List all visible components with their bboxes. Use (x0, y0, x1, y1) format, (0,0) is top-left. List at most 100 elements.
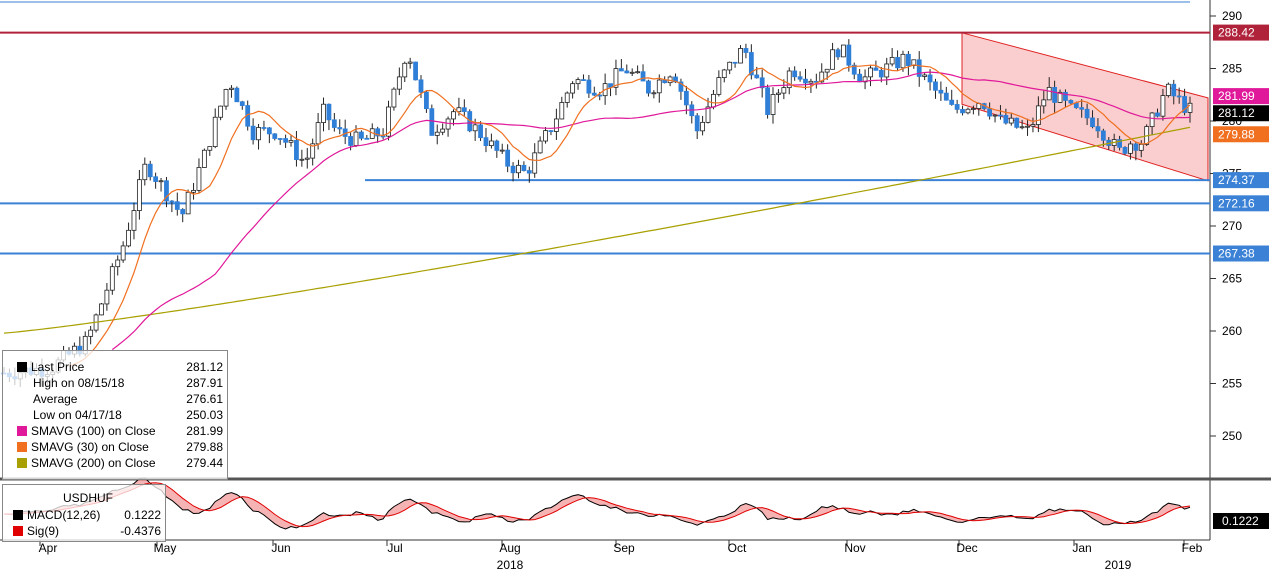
sma100-line (111, 71, 1191, 351)
candle-body (965, 108, 971, 114)
candle-body (922, 74, 928, 77)
candle-body (1100, 130, 1106, 141)
candle-body (191, 189, 196, 193)
candle-body (765, 87, 770, 115)
candle-body (1133, 143, 1139, 151)
candle-body (1003, 114, 1009, 124)
macd-title: USDHUF (63, 491, 113, 505)
candle-body (1035, 105, 1041, 125)
y-tick-label: 290 (1222, 9, 1242, 23)
candle-body (792, 70, 798, 78)
legend-high: High on 08/15/18 287.91 (33, 376, 223, 390)
price-tag (1213, 105, 1269, 122)
candle-body (586, 79, 592, 94)
legend-sma30: SMAVG (30) on Close 279.88 (17, 439, 223, 455)
x-tick-label: May (154, 541, 177, 555)
candle-body (927, 74, 933, 83)
candle-body (711, 93, 716, 108)
macd-legend: USDHUF MACD(12,26) 0.1222 Sig(9) -0.4376 (2, 484, 166, 542)
macd-histogram-area (4, 477, 1190, 529)
candle-body (272, 133, 278, 139)
candle-body (570, 83, 576, 94)
candle-body (878, 69, 884, 78)
candle-body (624, 70, 630, 74)
candle-body (732, 61, 738, 64)
candle-body (646, 80, 651, 94)
candle-body (911, 59, 917, 66)
candle-body (1149, 112, 1155, 128)
candle-body (1041, 99, 1047, 107)
candle-body (748, 52, 754, 76)
candle-body (196, 167, 202, 191)
candle-body (229, 87, 234, 90)
candle-body (613, 68, 619, 88)
candle-body (683, 90, 689, 106)
x-tick-label: Jan (1072, 541, 1091, 555)
candle-body (207, 146, 213, 151)
candle-body (99, 303, 104, 316)
price-legend: Last Price 281.12 High on 08/15/18 287.91 … (2, 350, 228, 480)
candle-body (868, 67, 873, 78)
candle-body (1068, 100, 1074, 104)
level-tag-label: 274.37 (1218, 173, 1255, 187)
candle-body (1046, 86, 1052, 101)
level-tag-label: 267.38 (1218, 247, 1255, 261)
candle-body (716, 77, 722, 95)
candle-body (1187, 102, 1193, 113)
candle-body (721, 69, 727, 79)
candle-body (120, 245, 126, 261)
candle-body (261, 127, 267, 129)
candle-body (299, 158, 305, 161)
candle-body (743, 48, 749, 53)
candle-body (857, 73, 863, 83)
candle-body (873, 67, 879, 71)
candle-body (640, 71, 646, 82)
candle-body (830, 49, 835, 70)
candle-body (185, 191, 191, 215)
candle-body (1014, 117, 1020, 128)
candle-body (1052, 86, 1058, 103)
price-tag-label: 281.12 (1218, 106, 1255, 120)
macd-row: MACD(12,26) 0.1222 (13, 507, 161, 523)
x-tick-label: Nov (844, 541, 865, 555)
macd-line (3, 477, 1191, 530)
macd-tag (1213, 513, 1269, 529)
candle-body (315, 122, 321, 145)
candle-body (992, 114, 998, 117)
candle-body (943, 92, 949, 101)
year-label: 2019 (1105, 558, 1132, 572)
signal-row: Sig(9) -0.4376 (13, 523, 161, 539)
y-tick-label: 250 (1222, 429, 1242, 443)
candle-body (337, 127, 343, 130)
x-tick-label: Jun (271, 541, 290, 555)
candle-body (359, 131, 364, 139)
x-tick-label: Aug (499, 541, 520, 555)
y-tick-label: 285 (1222, 62, 1242, 76)
level-tag (1213, 172, 1269, 189)
candle-body (218, 105, 224, 118)
candle-body (1090, 117, 1095, 128)
candle-body (109, 266, 115, 291)
candle-body (700, 121, 706, 132)
candle-body (797, 76, 803, 80)
candle-body (413, 61, 418, 81)
candle-body (283, 138, 289, 143)
candle-body (900, 53, 906, 69)
candle-body (239, 101, 245, 106)
candle-body (808, 80, 814, 84)
candle-body (776, 92, 781, 95)
candle-body (656, 79, 662, 94)
candle-body (564, 92, 570, 103)
candle-body (591, 92, 597, 96)
candle-body (581, 79, 586, 81)
candle-body (759, 77, 765, 89)
candle-body (553, 118, 559, 132)
sma30-line (68, 64, 1191, 368)
candle-body (201, 149, 207, 168)
candle-body (938, 89, 944, 94)
sma200-line (3, 126, 1191, 334)
candle-body (391, 88, 397, 108)
candle-body (153, 176, 159, 182)
candle-body (651, 92, 657, 95)
